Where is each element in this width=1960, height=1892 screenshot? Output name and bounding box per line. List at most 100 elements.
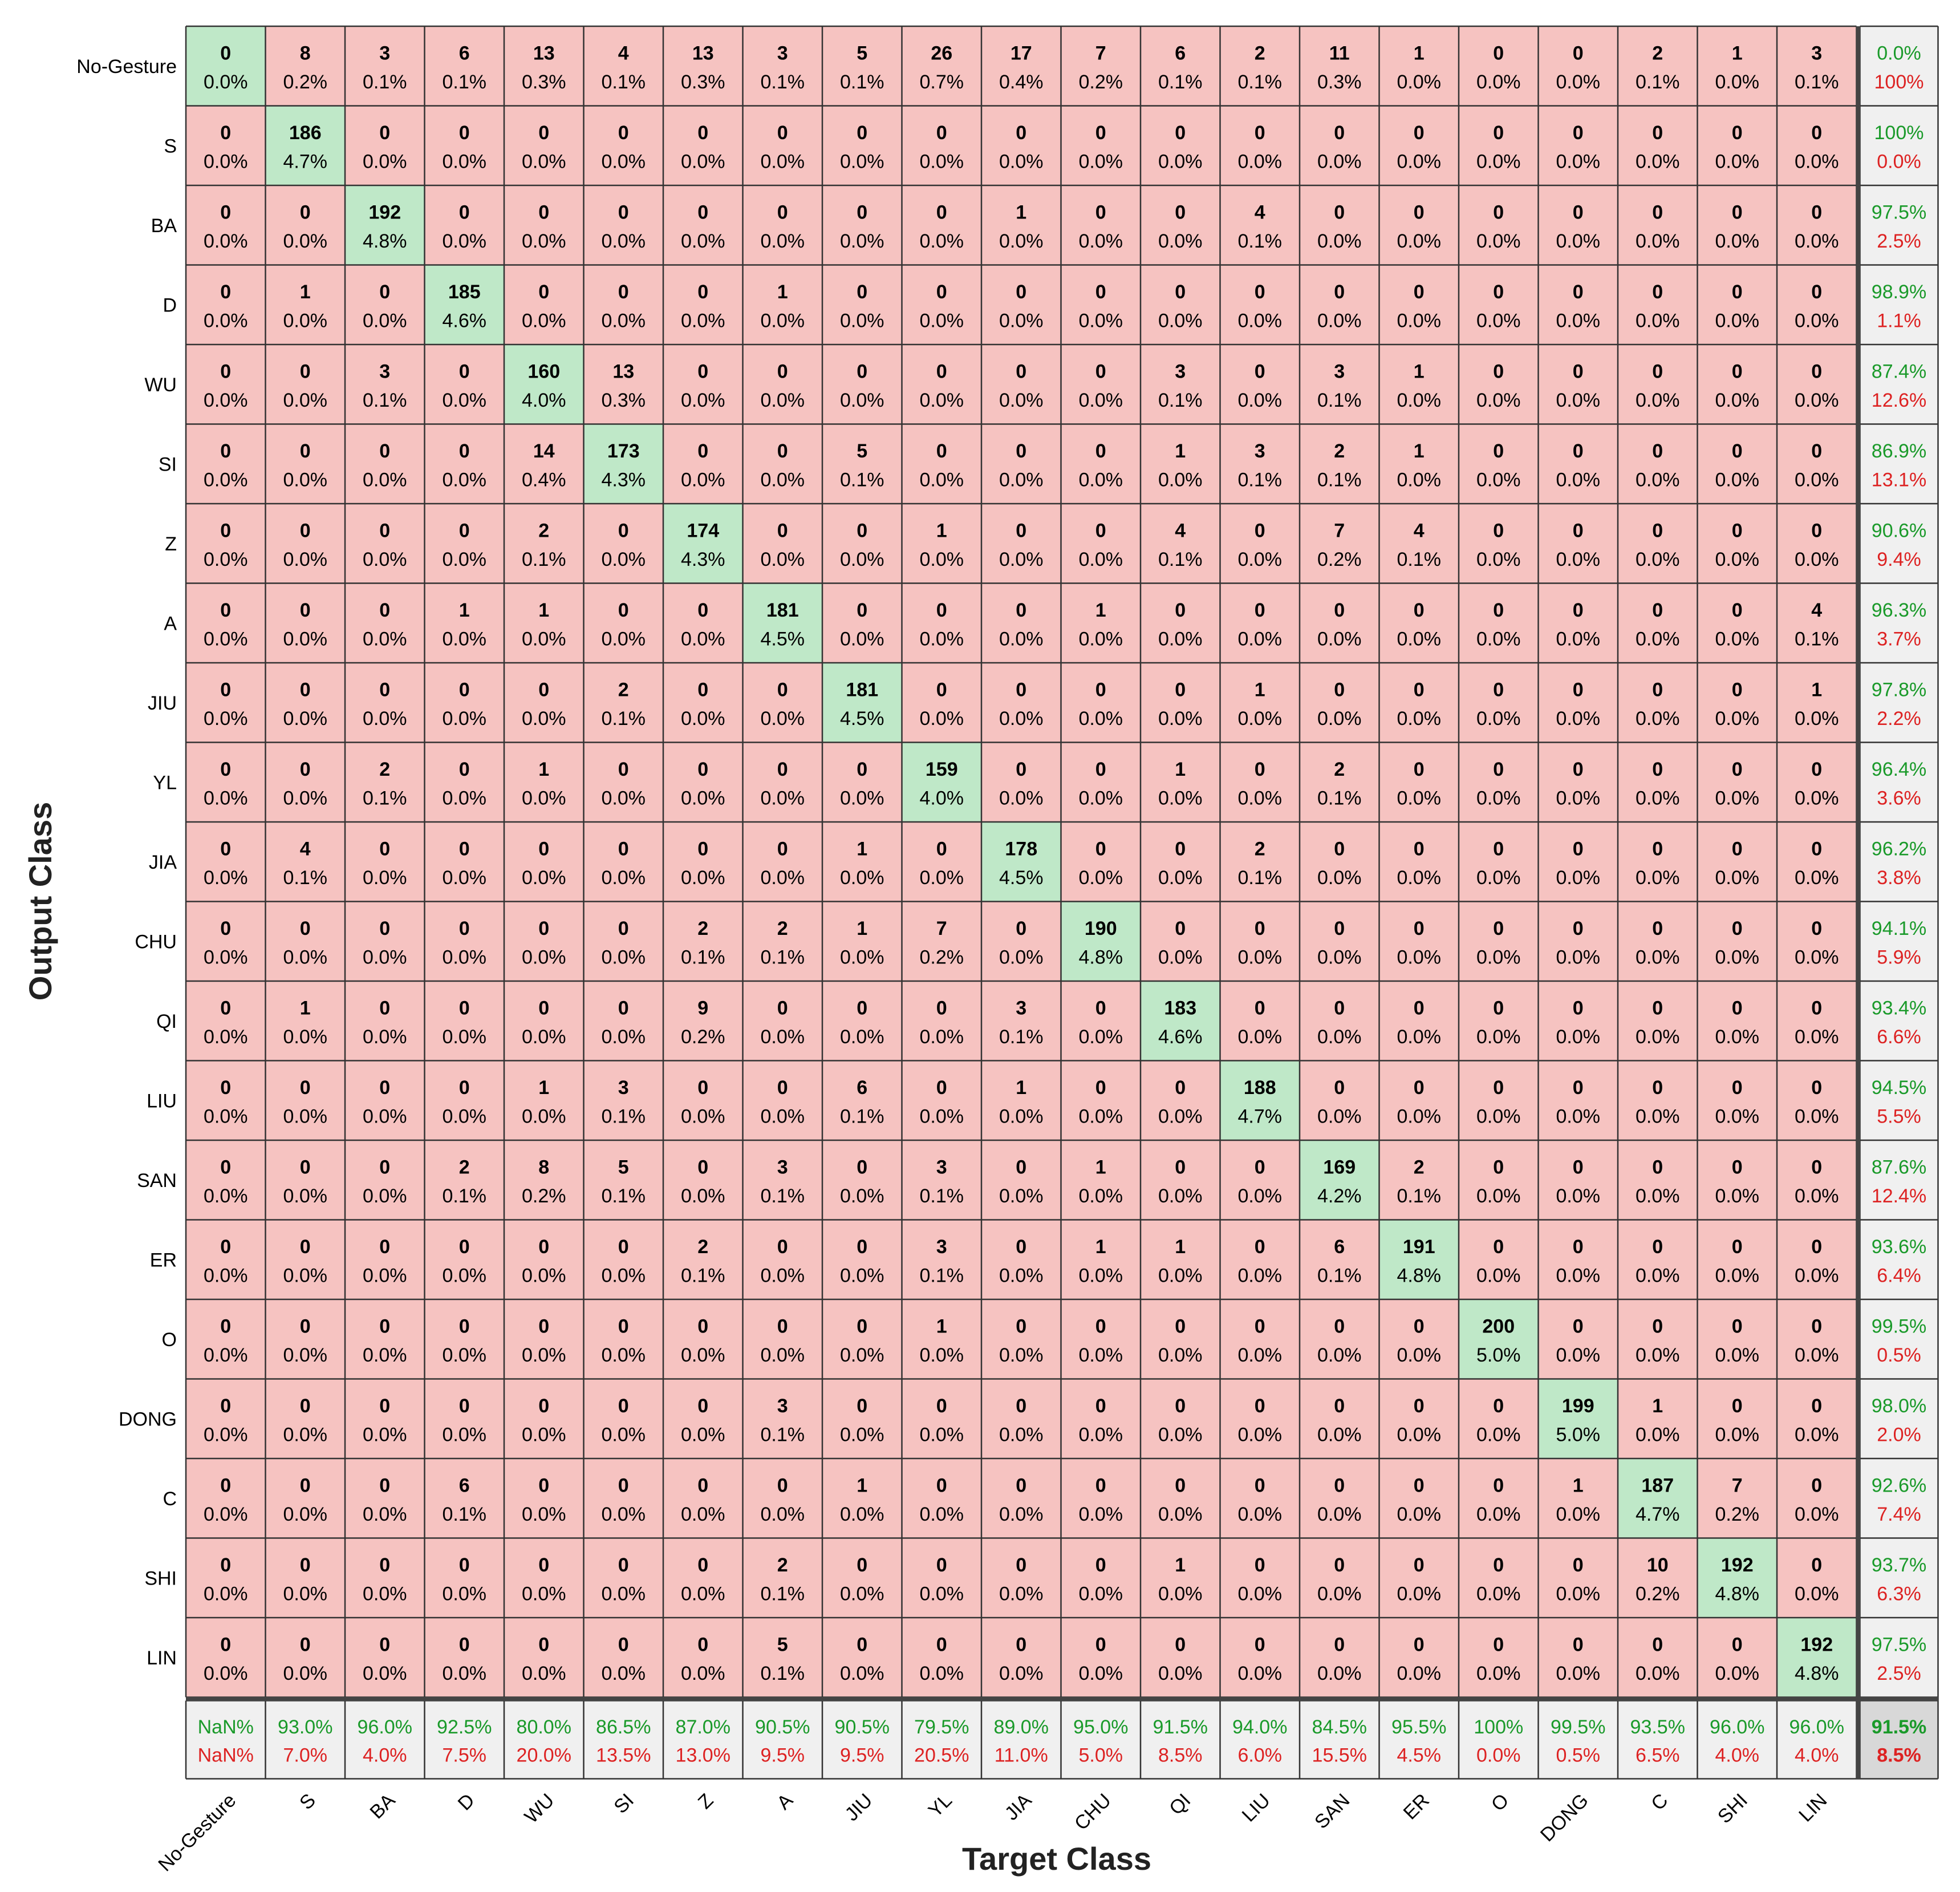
cell-background [1777,1299,1857,1379]
cell-background [981,901,1061,981]
matrix-cell: 00.0% [1618,663,1698,743]
cell-percent: 0.0% [1079,1504,1123,1525]
cell-percent: 0.0% [204,310,248,331]
cell-percent: 0.0% [1556,1265,1601,1286]
grid-lines [185,25,1939,1780]
cell-percent: 0.2% [1317,549,1362,570]
cell-background [1061,26,1141,106]
cell-percent: 0.0% [1636,1663,1680,1684]
cell-count: 0 [1255,1157,1265,1178]
cell-background [981,26,1061,106]
cell-percent: 0.0% [283,549,328,570]
cell-percent: 0.0% [681,390,725,411]
cell-background [345,1458,425,1538]
column-error-rate: 4.0% [363,1744,407,1766]
matrix-cell: 00.0% [1061,1299,1141,1379]
cell-percent: 4.8% [363,230,407,252]
summary-background [265,1700,345,1779]
cell-background [1300,1379,1379,1458]
cell-background [1220,822,1300,902]
cell-percent: 0.0% [443,151,487,172]
cell-background [1697,265,1777,345]
cell-count: 4 [618,43,629,64]
matrix-cell: 00.0% [583,1379,663,1458]
cell-background [583,1220,663,1299]
matrix-cell: 00.0% [1300,1618,1379,1697]
cell-percent: 0.0% [840,310,884,331]
matrix-cell: 00.0% [424,424,504,504]
cell-count: 0 [220,281,231,303]
cell-background [663,822,743,902]
cell-count: 0 [538,122,549,144]
cell-count: 0 [697,599,708,621]
matrix-cell: 00.0% [1538,822,1618,902]
cell-percent: 0.0% [1715,708,1760,730]
cell-count: 0 [1732,281,1743,303]
cell-count: 0 [1493,281,1504,303]
cell-percent: 0.0% [283,230,328,252]
cell-count: 2 [538,520,549,542]
cell-percent: 0.1% [999,1026,1044,1048]
cell-background [1777,106,1857,185]
cell-percent: 0.0% [1397,390,1442,411]
matrix-cell: 00.0% [1141,583,1220,663]
cell-percent: 0.0% [920,628,964,650]
overall-background [1860,1700,1938,1779]
cell-count: 0 [300,1236,311,1258]
cell-count: 1 [1652,1395,1663,1417]
column-correct-rate: 100% [1474,1716,1523,1738]
cell-percent: 0.0% [602,549,646,570]
cell-background [1459,26,1539,106]
matrix-cell: 00.0% [1618,424,1698,504]
matrix-cell: 00.0% [424,106,504,185]
cell-percent: 0.2% [1636,1583,1680,1605]
matrix-cell: 00.0% [1220,106,1300,185]
column-summary-cell: 96.0%4.0% [345,1700,425,1779]
cell-background [1141,106,1220,185]
cell-percent: 0.0% [1715,787,1760,809]
x-tick-label: CHU [1070,1789,1115,1834]
matrix-cell: 00.0% [265,1140,345,1220]
cell-percent: 0.0% [840,1663,884,1684]
matrix-cell: 00.0% [424,663,504,743]
cell-percent: 5.0% [1476,1344,1521,1366]
cell-background [981,981,1061,1061]
cell-count: 0 [857,1316,867,1338]
matrix-cell: 00.0% [186,663,266,743]
cell-percent: 0.0% [1158,708,1203,730]
cell-percent: 0.0% [1556,628,1601,650]
row-correct-rate: 93.7% [1872,1554,1926,1576]
cell-background [1459,424,1539,504]
cell-background [265,345,345,424]
cell-count: 0 [379,1157,390,1178]
column-summary-cell: 84.5%15.5% [1300,1700,1379,1779]
cell-count: 0 [1016,520,1026,542]
cell-count: 0 [1652,759,1663,780]
column-correct-rate: 96.0% [1710,1716,1764,1738]
cell-count: 0 [1811,1316,1822,1338]
matrix-cell: 00.0% [1618,265,1698,345]
cell-background [742,424,822,504]
summary-background [1860,1220,1938,1299]
cell-percent: 0.0% [1079,469,1123,491]
cell-background [583,1618,663,1697]
cell-percent: 0.1% [681,1265,725,1286]
matrix-cell: 00.0% [1220,583,1300,663]
cell-count: 1 [1414,43,1425,64]
cell-count: 1 [1414,440,1425,462]
cell-count: 0 [538,1316,549,1338]
cell-background [1538,1538,1618,1618]
column-correct-rate: 93.0% [278,1716,332,1738]
matrix-cell: 00.0% [1777,1299,1857,1379]
column-correct-rate: 92.5% [437,1716,492,1738]
matrix-cell: 00.0% [424,504,504,584]
cell-background [822,901,902,981]
row-correct-rate: 98.0% [1872,1395,1926,1417]
cell-background [186,265,266,345]
cell-background [1459,663,1539,743]
cell-percent: 0.0% [1317,151,1362,172]
column-summary-cell: 99.5%0.5% [1538,1700,1618,1779]
cell-percent: 0.0% [999,310,1044,331]
cell-count: 0 [1255,281,1265,303]
cell-count: 2 [618,679,629,701]
